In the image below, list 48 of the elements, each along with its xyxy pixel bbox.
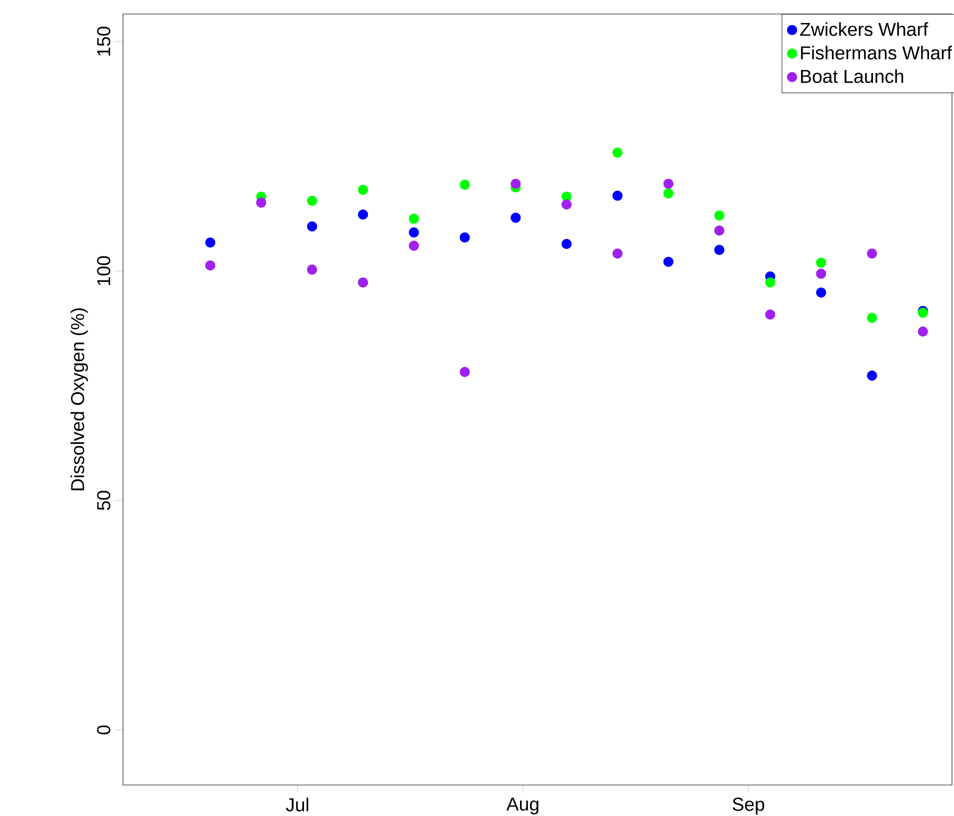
point <box>612 248 623 259</box>
point <box>510 212 521 223</box>
y-tick-label: 100 <box>97 256 110 286</box>
point <box>714 210 724 221</box>
y-tick-label: 150 <box>97 26 110 56</box>
y-tick-label: 0 <box>97 725 110 734</box>
point <box>663 188 674 198</box>
point <box>408 227 419 238</box>
point <box>256 198 266 208</box>
point <box>765 277 776 288</box>
point <box>408 240 419 251</box>
point <box>663 178 674 189</box>
x-tick-label: Sep <box>732 798 764 815</box>
point <box>816 287 826 298</box>
point <box>918 326 928 337</box>
point <box>663 256 674 267</box>
point <box>612 148 623 158</box>
point <box>408 214 419 224</box>
point <box>460 366 470 378</box>
point <box>612 190 623 201</box>
legend-label: Boat Launch <box>801 69 904 84</box>
point <box>866 248 878 259</box>
point <box>714 244 724 255</box>
point <box>460 232 470 243</box>
point <box>816 258 826 268</box>
point <box>866 312 878 323</box>
point <box>358 209 368 220</box>
point <box>562 238 572 249</box>
x-tick-label: Jul <box>286 798 308 812</box>
point <box>510 178 521 189</box>
legend-label: Fishermans Wharf <box>801 46 952 60</box>
x-tick-label: Aug <box>506 798 538 814</box>
point <box>307 221 318 232</box>
point <box>307 196 318 206</box>
point <box>765 310 776 320</box>
point <box>205 237 216 248</box>
point <box>358 277 368 288</box>
point <box>358 184 368 195</box>
legend-label: Zwickers Wharf <box>800 22 928 36</box>
point <box>460 180 470 190</box>
point <box>307 264 318 275</box>
point <box>562 199 572 210</box>
point <box>816 268 826 279</box>
point <box>205 260 216 271</box>
y-tick-label: 50 <box>97 490 110 510</box>
y-axis-title: Dissolved Oxygen (%) <box>70 308 88 490</box>
point <box>714 226 724 236</box>
point <box>866 370 878 381</box>
